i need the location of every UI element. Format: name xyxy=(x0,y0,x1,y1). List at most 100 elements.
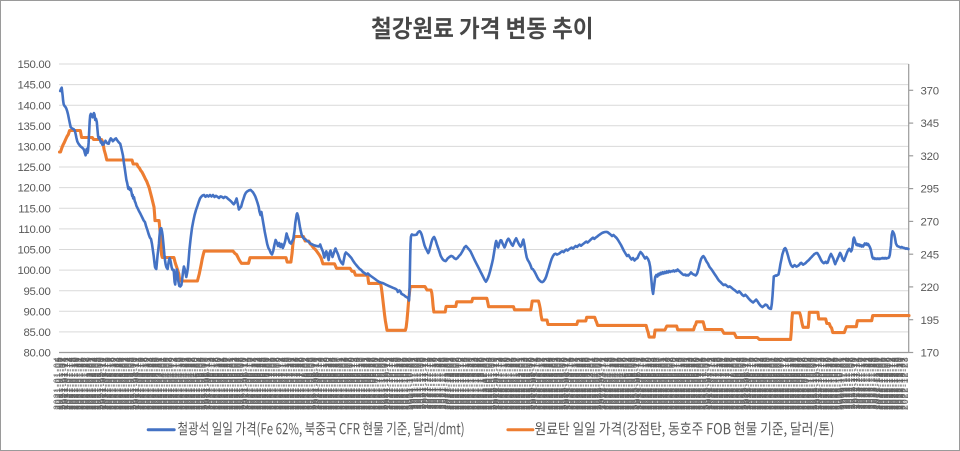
svg-text:2022-03-01: 2022-03-01 xyxy=(549,357,559,411)
svg-text:2021-07-23: 2021-07-23 xyxy=(289,357,299,411)
svg-text:115.00: 115.00 xyxy=(18,203,50,215)
svg-text:110.00: 110.00 xyxy=(18,224,50,236)
svg-text:2021-07-20: 2021-07-20 xyxy=(285,357,295,411)
svg-text:2021-12-28: 2021-12-28 xyxy=(474,357,484,411)
svg-text:2022-11-15: 2022-11-15 xyxy=(854,357,864,410)
svg-text:2022-07-05: 2022-07-05 xyxy=(697,357,707,411)
svg-text:2021-12-16: 2021-12-16 xyxy=(461,356,471,410)
svg-text:2022-03-14: 2022-03-14 xyxy=(563,357,573,411)
svg-text:2022-11-28: 2022-11-28 xyxy=(869,357,879,410)
svg-text:2022-08-11: 2022-08-11 xyxy=(742,357,752,410)
svg-text:2022-06-17: 2022-06-17 xyxy=(677,357,687,411)
svg-text:2021-10-04: 2021-10-04 xyxy=(374,357,384,411)
svg-text:2022-10-19: 2022-10-19 xyxy=(822,357,832,411)
svg-text:2022-05-12: 2022-05-12 xyxy=(634,357,644,411)
svg-text:2021-06-15: 2021-06-15 xyxy=(243,357,253,411)
svg-text:270: 270 xyxy=(921,217,939,229)
svg-text:2022-02-02: 2022-02-02 xyxy=(517,357,527,411)
svg-text:2022-04-13: 2022-04-13 xyxy=(600,357,610,411)
svg-text:2021-03-18: 2021-03-18 xyxy=(139,357,149,411)
svg-text:95.00: 95.00 xyxy=(23,286,50,298)
svg-text:2021-07-06: 2021-07-06 xyxy=(268,357,278,411)
svg-text:2021-10-14: 2021-10-14 xyxy=(387,357,397,411)
svg-text:2022-03-18: 2022-03-18 xyxy=(570,357,580,411)
svg-text:2021-08-20: 2021-08-20 xyxy=(322,357,332,411)
svg-text:2022-11-21: 2022-11-21 xyxy=(860,357,870,410)
svg-text:2022-09-28: 2022-09-28 xyxy=(798,357,808,411)
svg-text:170: 170 xyxy=(921,348,939,360)
svg-text:2022-12-20: 2022-12-20 xyxy=(895,357,905,411)
svg-text:2021-06-21: 2021-06-21 xyxy=(250,357,260,411)
svg-text:2022-02-04: 2022-02-04 xyxy=(520,357,530,411)
svg-text:2021-03-22: 2021-03-22 xyxy=(143,357,153,411)
svg-text:2021-08-10: 2021-08-10 xyxy=(309,357,319,411)
svg-text:2022-05-05: 2022-05-05 xyxy=(626,357,636,411)
svg-text:2022-02-10: 2022-02-10 xyxy=(527,357,537,411)
svg-text:2021-07-05: 2021-07-05 xyxy=(266,357,276,411)
svg-text:2021-10-07: 2021-10-07 xyxy=(379,357,389,411)
svg-text:2021-04-13: 2021-04-13 xyxy=(169,357,179,411)
svg-text:2021-10-22: 2021-10-22 xyxy=(397,357,407,411)
svg-text:2021-09-21: 2021-09-21 xyxy=(359,357,369,411)
svg-text:2021-09-13: 2021-09-13 xyxy=(349,357,359,411)
svg-text:2022-08-12: 2022-08-12 xyxy=(743,357,753,411)
svg-text:2022-01-14: 2022-01-14 xyxy=(496,356,506,410)
svg-text:2022-07-27: 2022-07-27 xyxy=(723,357,733,411)
svg-text:2021-10-05: 2021-10-05 xyxy=(375,357,385,411)
svg-text:2022-10-31: 2022-10-31 xyxy=(836,357,846,411)
svg-text:2022-09-09: 2022-09-09 xyxy=(776,357,786,411)
svg-text:2022-02-01: 2022-02-01 xyxy=(516,357,526,411)
svg-text:2021-11-08: 2021-11-08 xyxy=(415,357,425,410)
svg-text:2021-05-20: 2021-05-20 xyxy=(214,357,224,411)
svg-text:2021-02-16: 2021-02-16 xyxy=(103,357,113,411)
svg-text:2022-11-25: 2022-11-25 xyxy=(867,357,877,410)
svg-text:2021-02-12: 2021-02-12 xyxy=(100,357,110,411)
svg-text:2022-06-16: 2022-06-16 xyxy=(676,357,686,411)
svg-text:2022-04-08: 2022-04-08 xyxy=(595,357,605,411)
svg-text:2021-02-22: 2021-02-22 xyxy=(110,357,120,411)
svg-text:2022-10-10: 2022-10-10 xyxy=(811,357,821,411)
svg-text:2021-10-29: 2021-10-29 xyxy=(405,357,415,411)
svg-text:105.00: 105.00 xyxy=(17,245,50,257)
svg-text:2022-01-12: 2022-01-12 xyxy=(492,357,502,411)
svg-text:2021-06-25: 2021-06-25 xyxy=(257,357,267,411)
svg-text:2021-08-25: 2021-08-25 xyxy=(327,357,337,411)
svg-text:2022-06-28: 2022-06-28 xyxy=(689,357,699,411)
svg-text:2022-08-05: 2022-08-05 xyxy=(735,357,745,411)
svg-text:2021-03-26: 2021-03-26 xyxy=(149,357,159,411)
svg-text:2022-09-06: 2022-09-06 xyxy=(771,357,781,411)
svg-text:2022-04-22: 2022-04-22 xyxy=(611,357,621,411)
svg-text:2022-05-04: 2022-05-04 xyxy=(624,357,634,411)
svg-text:2021-05-21: 2021-05-21 xyxy=(215,357,225,411)
svg-text:2021-07-29: 2021-07-29 xyxy=(296,357,306,411)
svg-text:2021-09-29: 2021-09-29 xyxy=(369,357,379,411)
svg-text:2021-11-01: 2021-11-01 xyxy=(407,357,417,410)
svg-text:2021-07-09: 2021-07-09 xyxy=(273,357,283,411)
svg-text:130.00: 130.00 xyxy=(17,142,50,154)
svg-text:2022-11-24: 2022-11-24 xyxy=(865,357,875,410)
svg-text:2022-03-24: 2022-03-24 xyxy=(577,357,587,411)
svg-text:2021-09-10: 2021-09-10 xyxy=(347,357,357,411)
svg-text:2022-08-24: 2022-08-24 xyxy=(756,357,766,411)
svg-text:2021-03-23: 2021-03-23 xyxy=(144,357,154,411)
svg-text:2022-02-17: 2022-02-17 xyxy=(535,357,545,411)
svg-text:2022-11-07: 2022-11-07 xyxy=(844,357,854,410)
svg-text:2021-09-08: 2021-09-08 xyxy=(344,357,354,411)
svg-text:2022-03-04: 2022-03-04 xyxy=(553,357,563,411)
svg-text:2022-10-17: 2022-10-17 xyxy=(819,357,829,411)
svg-text:2022-05-18: 2022-05-18 xyxy=(641,357,651,411)
svg-text:2021-11-04: 2021-11-04 xyxy=(412,357,422,410)
svg-text:2021-07-15: 2021-07-15 xyxy=(280,357,290,411)
svg-text:2021-07-27: 2021-07-27 xyxy=(293,357,303,411)
svg-text:2022-11-02: 2022-11-02 xyxy=(839,357,849,410)
svg-text:2022-12-09: 2022-12-09 xyxy=(883,357,893,411)
svg-text:2022-07-21: 2022-07-21 xyxy=(717,357,727,411)
svg-text:135.00: 135.00 xyxy=(17,121,50,133)
svg-text:2021-12-20: 2021-12-20 xyxy=(464,357,474,411)
svg-text:2021-02-23: 2021-02-23 xyxy=(111,357,121,411)
svg-text:2022-06-23: 2022-06-23 xyxy=(684,357,694,411)
svg-text:2021-03-30: 2021-03-30 xyxy=(153,357,163,411)
svg-text:120.00: 120.00 xyxy=(17,183,50,195)
svg-text:2022-08-29: 2022-08-29 xyxy=(761,357,771,411)
svg-text:2021-11-23: 2021-11-23 xyxy=(433,357,443,410)
